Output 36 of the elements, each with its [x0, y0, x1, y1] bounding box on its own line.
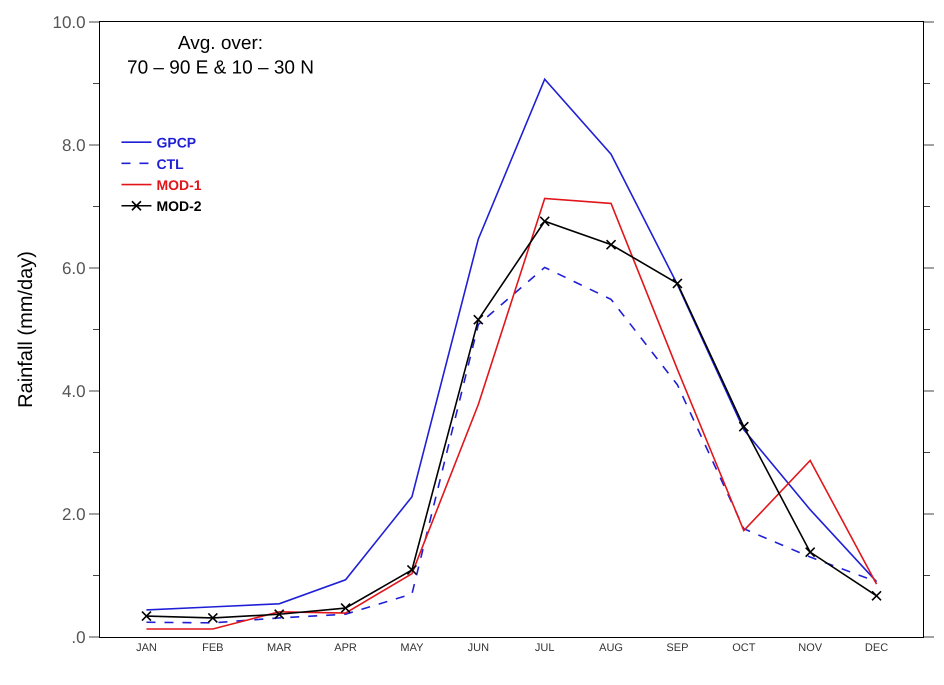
x-tick-label: JUL [534, 642, 554, 654]
annotation: Avg. over: 70 – 90 E & 10 – 30 N [127, 33, 314, 79]
point [340, 602, 351, 614]
y-tick-label: .0 [71, 628, 86, 647]
y-tick-label: 10.0 [52, 12, 86, 32]
x-tick-label: APR [334, 642, 357, 654]
x-tick-label: OCT [732, 642, 756, 654]
y-tick-label: 6.0 [62, 258, 86, 278]
point [473, 314, 484, 325]
point [406, 564, 418, 576]
legend-label: MOD-2 [156, 198, 202, 214]
legend-label: GPCP [156, 134, 196, 151]
x-tick-label: NOV [798, 642, 823, 654]
legend-label: MOD-1 [156, 177, 202, 194]
x-tick-label: JUN [468, 642, 490, 654]
x-tick-label: AUG [599, 642, 623, 654]
point [738, 421, 750, 432]
point [141, 610, 152, 622]
x-tick-label: JAN [136, 642, 157, 654]
point [871, 590, 882, 602]
legend-label: CTL [156, 156, 184, 172]
point [274, 608, 284, 620]
point [672, 278, 683, 289]
y-axis-title: Rainfall (mm/day) [15, 251, 38, 408]
point [606, 239, 616, 250]
y-tick-label: 8.0 [62, 136, 86, 155]
x-tick-label: DEC [864, 642, 888, 654]
x-tick-label: MAY [400, 642, 424, 654]
x-tick-label: FEB [202, 642, 224, 654]
point [539, 216, 550, 227]
x-tick-label: SEP [666, 642, 688, 654]
y-tick-label: 4.0 [62, 382, 86, 401]
point [804, 546, 816, 558]
y-tick-label: 2.0 [62, 504, 86, 524]
point [208, 612, 218, 624]
x-tick-label: MAR [266, 642, 292, 654]
